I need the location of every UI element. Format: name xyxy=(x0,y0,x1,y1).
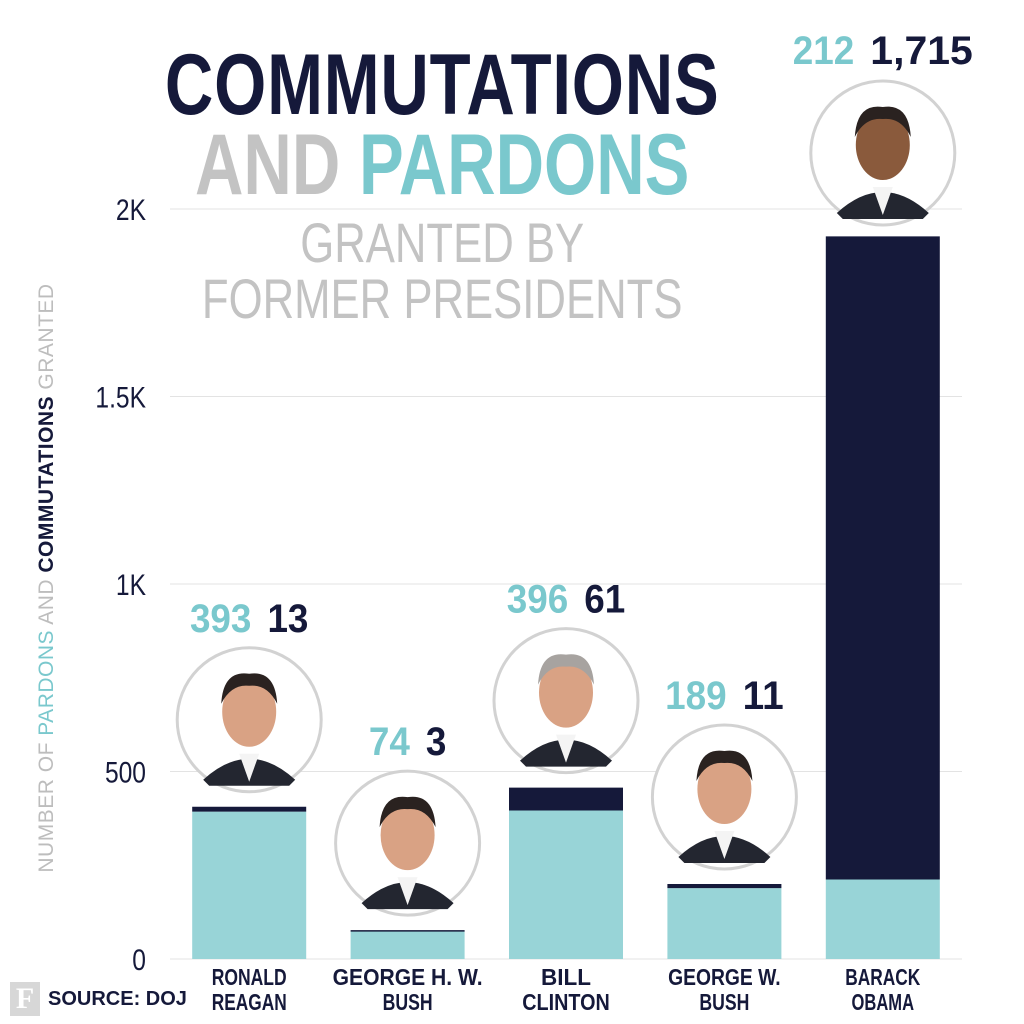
commutations-value-label: 1,715 xyxy=(870,29,973,73)
pardons-value-label: 212 xyxy=(793,29,855,73)
bar-commutations xyxy=(667,884,782,889)
bar-pardons xyxy=(825,879,940,959)
pardons-value-label: 396 xyxy=(507,578,569,622)
x-category-label: BUSH xyxy=(383,989,433,1015)
commutations-value-label: 11 xyxy=(743,674,784,718)
y-tick-label: 1.5K xyxy=(95,380,146,414)
barack-obama-portrait xyxy=(809,79,957,227)
y-tick-label: 2K xyxy=(116,193,146,227)
x-category-label: BARACK xyxy=(845,964,920,990)
bar-commutations xyxy=(509,787,623,811)
x-category-label: GEORGE H. W. xyxy=(333,964,483,990)
pardons-value-label: 189 xyxy=(665,674,727,718)
title-line-commutations: COMMUTATIONS xyxy=(164,37,720,133)
x-category-label: CLINTON xyxy=(522,989,610,1015)
subtitle-former-presidents: FORMER PRESIDENTS xyxy=(201,267,683,330)
ronald-reagan-portrait xyxy=(175,646,323,794)
title-line-and-pardons: AND PARDONS xyxy=(99,116,785,215)
y-tick-label: 1K xyxy=(116,568,146,602)
pardons-value-label: 74 xyxy=(369,720,411,764)
y-tick-label: 0 xyxy=(132,943,146,977)
source-label: SOURCE: DOJ xyxy=(48,987,187,1010)
subtitle-granted-by: GRANTED BY xyxy=(300,211,585,274)
bill-clinton-portrait xyxy=(492,627,640,775)
bar-commutations xyxy=(350,930,465,932)
x-category-label: OBAMA xyxy=(852,989,915,1015)
x-category-label: REAGAN xyxy=(212,989,287,1015)
pardons-value-label: 393 xyxy=(190,597,252,641)
commutations-value-label: 3 xyxy=(426,720,447,764)
bar-pardons xyxy=(192,811,307,959)
x-category-label: GEORGE W. xyxy=(668,964,781,990)
bar-commutations xyxy=(192,806,307,812)
x-category-label: BUSH xyxy=(699,989,749,1015)
source-footer: F SOURCE: DOJ xyxy=(10,982,187,1016)
y-tick-label: 500 xyxy=(105,755,146,789)
bar-pardons xyxy=(350,931,465,959)
forbes-logo: F xyxy=(10,982,40,1016)
bar-pardons xyxy=(667,888,782,959)
bar-pardons xyxy=(509,810,623,959)
commutations-value-label: 61 xyxy=(584,578,625,622)
title-and: AND xyxy=(194,117,341,213)
x-category-label: BILL xyxy=(541,964,591,990)
x-category-label: RONALD xyxy=(212,964,287,990)
commutations-value-label: 13 xyxy=(267,597,308,641)
george-hw-bush-portrait xyxy=(334,769,482,917)
title-pardons: PARDONS xyxy=(358,117,690,213)
bar-commutations xyxy=(825,236,940,880)
george-w-bush-portrait xyxy=(650,723,798,871)
